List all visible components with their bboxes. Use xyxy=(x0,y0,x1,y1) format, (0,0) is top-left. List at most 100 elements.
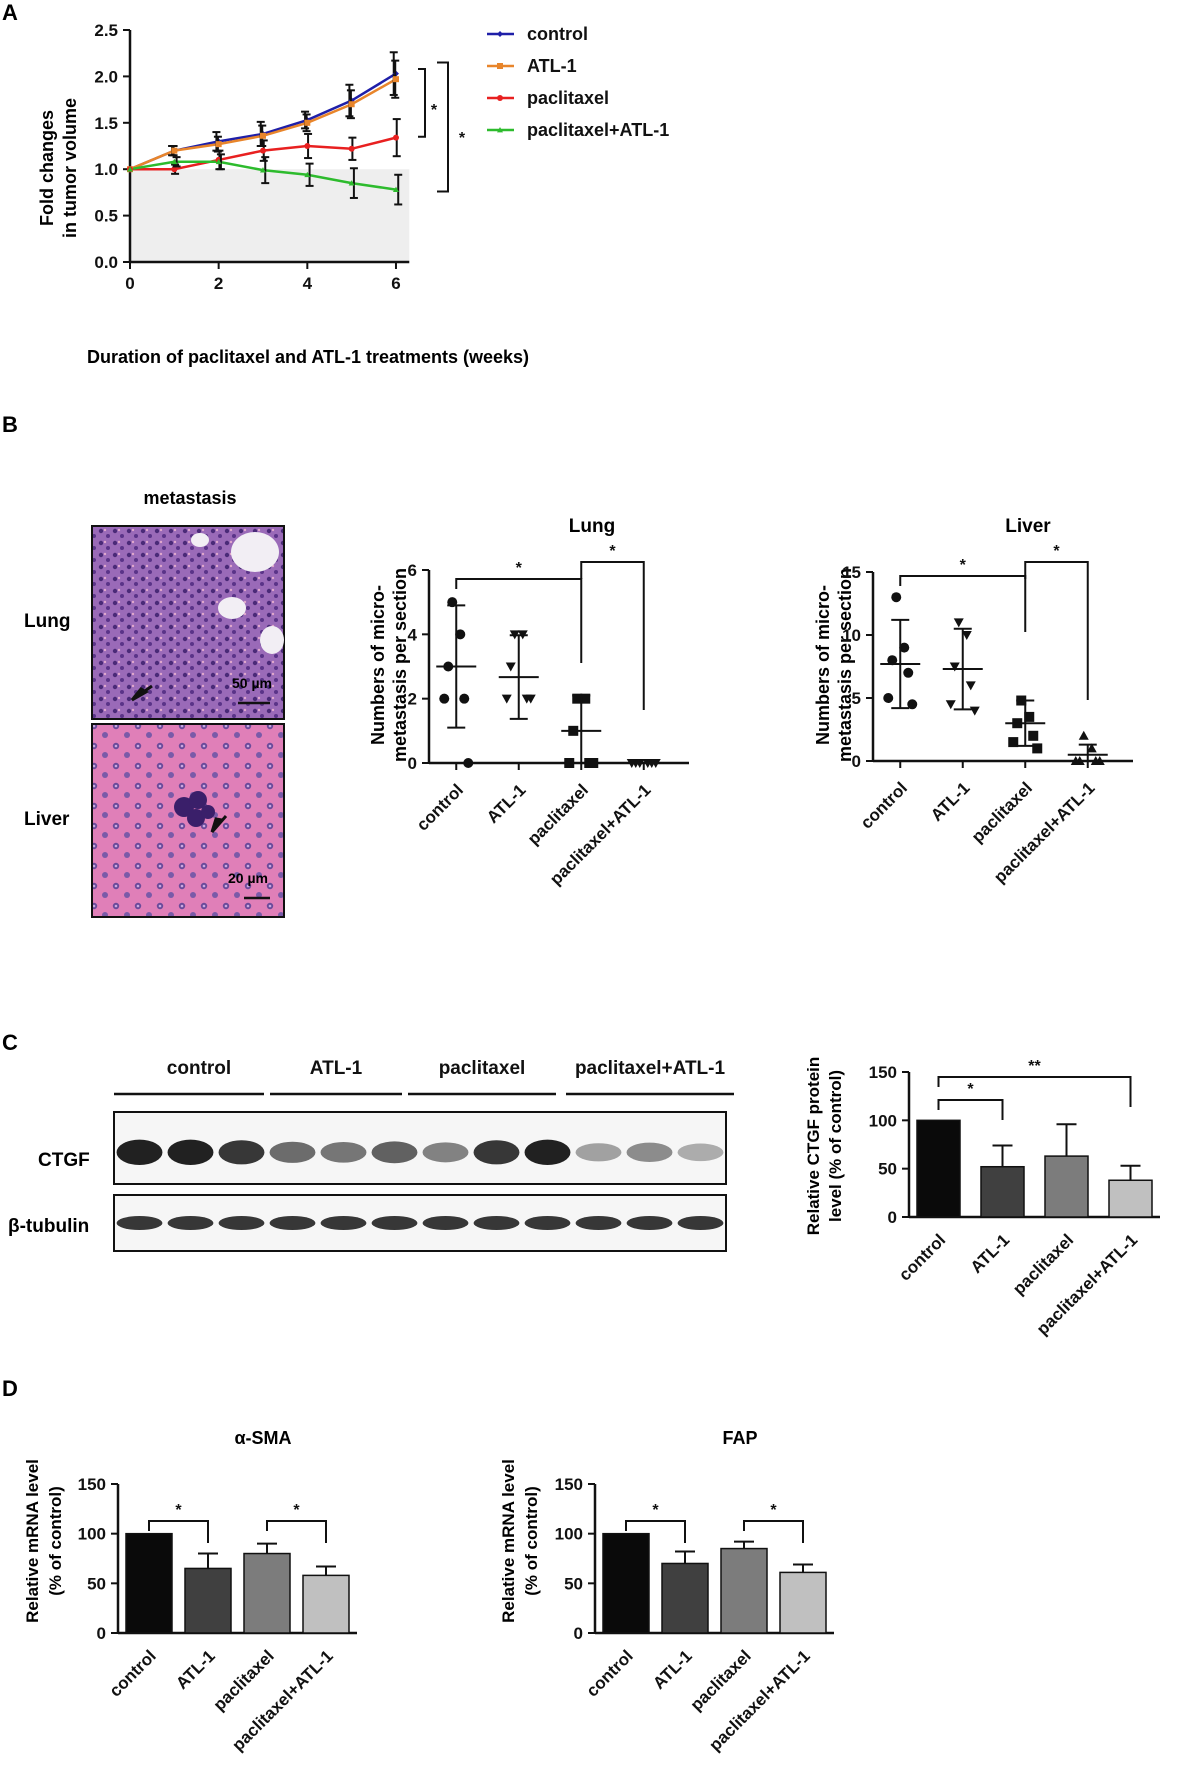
blot-band xyxy=(371,1141,418,1164)
blot-band xyxy=(575,1216,622,1230)
tumor-point xyxy=(215,141,222,148)
liver-metastasis-chart: Liver Numbers of micro- metastasis per s… xyxy=(813,516,1133,887)
tumor-ylabel-line2: in tumor volume xyxy=(60,98,80,238)
histology-title: metastasis xyxy=(143,488,236,508)
lung-point xyxy=(505,662,516,672)
ctgf-ytick-label: 150 xyxy=(869,1063,897,1082)
lung-metastasis-chart: Lung Numbers of micro- metastasis per se… xyxy=(368,516,689,889)
asma-title: α-SMA xyxy=(234,1428,291,1448)
asma-ytick-label: 0 xyxy=(97,1624,106,1643)
tumor-point xyxy=(392,186,399,193)
tumor-point xyxy=(171,158,178,165)
fap-ylabel-line1: Relative mRNA level xyxy=(499,1459,518,1623)
ctgf-bar xyxy=(980,1165,1025,1218)
lung-point xyxy=(455,629,466,640)
asma-sig-0 xyxy=(148,1520,209,1543)
liver-ylabel-line2: metastasis per section xyxy=(835,568,855,762)
liver-point xyxy=(1008,737,1019,748)
ctgf-protein-chart: Relative CTGF protein level (% of contro… xyxy=(804,1057,1160,1339)
blot-band xyxy=(116,1139,163,1166)
legend-marker-2 xyxy=(497,95,503,101)
tumor-point xyxy=(392,134,399,141)
liver-title: Liver xyxy=(1005,516,1051,537)
blot-band xyxy=(473,1216,520,1230)
liver-point xyxy=(1024,711,1035,722)
liver-point xyxy=(1094,756,1105,765)
tumor-point xyxy=(127,166,133,172)
fap-ytick-label: 0 xyxy=(574,1624,583,1643)
lung-scale-label: 50 µm xyxy=(232,675,272,691)
tumor-sig-bracket-2 xyxy=(437,61,449,193)
lung-ytick-label: 4 xyxy=(408,625,418,644)
tumor-point xyxy=(259,167,266,173)
liver-xtick-label: control xyxy=(857,778,911,832)
blot-band xyxy=(320,1216,367,1230)
panel-letter-d: D xyxy=(2,1376,18,1401)
blot-label-ctgf: CTGF xyxy=(38,1150,90,1171)
fap-bar xyxy=(602,1532,650,1634)
liver-ytick-label: 0 xyxy=(852,752,861,771)
blot-band xyxy=(677,1143,724,1162)
lung-sig-1 xyxy=(580,561,645,710)
fap-ytick-label: 150 xyxy=(555,1475,583,1494)
ctgf-sig-0 xyxy=(937,1099,1004,1120)
liver-point xyxy=(1070,756,1081,765)
histology-label-liver: Liver xyxy=(24,809,70,830)
tumor-point xyxy=(304,143,311,149)
ctgf-sig-0-label: * xyxy=(967,1081,974,1098)
blot-group-label-0: control xyxy=(167,1058,231,1079)
ctgf-xtick-label: ATL-1 xyxy=(967,1230,1014,1277)
lung-ytick-label: 2 xyxy=(408,690,417,709)
blot-band xyxy=(575,1143,622,1162)
tumor-point xyxy=(171,147,178,154)
blot-band xyxy=(218,1140,265,1165)
liver-point xyxy=(887,655,898,666)
liver-ytick-label: 5 xyxy=(852,689,861,708)
lung-point xyxy=(501,694,512,704)
tumor-xtick-label: 0 xyxy=(125,274,134,293)
liver-sig-1 xyxy=(1024,561,1089,700)
tumor-point xyxy=(259,147,266,154)
tumor-point xyxy=(348,180,355,186)
asma-bar xyxy=(243,1552,291,1634)
asma-ytick-label: 50 xyxy=(87,1574,106,1593)
legend-label-1: ATL-1 xyxy=(527,56,577,76)
histology-label-lung: Lung xyxy=(24,611,70,632)
tumor-point xyxy=(304,119,311,126)
liver-point xyxy=(961,631,972,640)
liver-point xyxy=(891,592,902,603)
liver-sig-0 xyxy=(899,575,1027,632)
legend-label-2: paclitaxel xyxy=(527,88,609,108)
ctgf-xtick-label: paclitaxel xyxy=(1009,1230,1077,1298)
blot-frame-0 xyxy=(113,1111,727,1185)
legend-marker-0 xyxy=(497,31,503,37)
blot-band xyxy=(422,1216,469,1230)
lung-xtick-label: control xyxy=(413,780,467,834)
tumor-ytick-label: 0.5 xyxy=(94,207,118,226)
ctgf-ytick-label: 100 xyxy=(869,1111,897,1130)
liver-point xyxy=(945,700,956,710)
tumor-sig-label-1: * xyxy=(431,102,438,119)
tumor-xtick-label: 4 xyxy=(303,274,313,293)
lung-ylabel-line2: metastasis per section xyxy=(390,568,410,762)
ctgf-bar xyxy=(916,1119,961,1218)
lung-micrograph: 50 µm xyxy=(91,525,285,720)
tumor-point xyxy=(348,101,355,108)
blot-band xyxy=(269,1216,316,1230)
liver-point xyxy=(949,662,960,672)
tumor-sig-bracket-1 xyxy=(418,67,426,138)
liver-scale-label: 20 µm xyxy=(228,870,268,886)
asma-ylabel-line2: (% of control) xyxy=(46,1486,65,1596)
lung-point xyxy=(463,758,474,768)
ctgf-sig-1 xyxy=(937,1076,1132,1107)
ctgf-ylabel-line2: level (% of control) xyxy=(826,1070,845,1222)
asma-bar xyxy=(125,1532,173,1634)
liver-point xyxy=(899,642,910,653)
asma-mrna-chart: α-SMA Relative mRNA level (% of control)… xyxy=(23,1428,357,1755)
lung-title: Lung xyxy=(569,516,615,537)
liver-point xyxy=(1078,730,1089,740)
western-blot: CTGF β-tubulin control ATL-1 paclitaxel pac… xyxy=(8,1058,734,1252)
tumor-point xyxy=(348,145,355,152)
liver-ytick-label: 15 xyxy=(842,563,861,582)
asma-bar xyxy=(184,1567,232,1634)
